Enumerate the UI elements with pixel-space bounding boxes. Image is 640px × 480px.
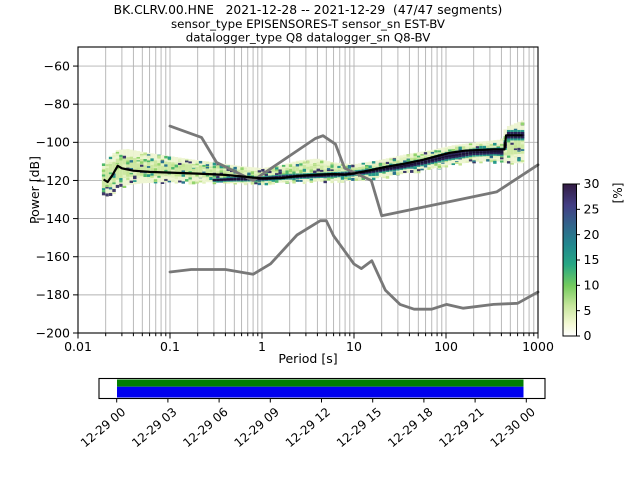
colorbar-tick-label: 10: [584, 278, 600, 293]
y-tick-label: −60: [44, 58, 70, 73]
y-tick-label: −160: [36, 249, 70, 264]
colorbar-tick-label: 5: [584, 303, 592, 318]
colorbar-tick-label: 15: [584, 252, 600, 267]
y-tick-label: −120: [36, 173, 70, 188]
mode-line: [103, 134, 523, 184]
x-axis-ticks: 0.01 0.1 1 10 100 1000: [64, 333, 554, 354]
plot-frame: [77, 46, 539, 334]
colorbar-tick-label: 30: [584, 176, 600, 191]
axes-frame: [77, 46, 539, 334]
x-tick-label: 100: [434, 339, 458, 354]
colorbar-gradient: [562, 183, 577, 337]
grid-lines: [78, 47, 538, 333]
timeline-tick-label: 12-29 18: [385, 405, 435, 450]
colorbar-tick-label: 0: [584, 328, 592, 343]
figure-subtitle-sensor: sensor_type EPISENSORES-T sensor_sn EST-…: [171, 17, 445, 31]
y-tick-label: −140: [36, 211, 70, 226]
colorbar-tick-label: 20: [584, 227, 600, 242]
timeline-tick-label: 12-29 03: [129, 405, 179, 450]
timeline-tick-label: 12-29 00: [78, 405, 128, 450]
colorbar: 0 5 10 15 20 25 30: [562, 176, 600, 343]
y-tick-label: −80: [44, 97, 70, 112]
mode-line-path: [103, 134, 523, 184]
nhnm-line: [168, 124, 540, 218]
x-tick-label: 0.1: [160, 339, 180, 354]
figure-title: BK.CLRV.00.HNE 2021-12-28 -- 2021-12-29 …: [114, 3, 503, 17]
y-tick-label: −200: [36, 325, 70, 340]
x-tick-label: 1000: [522, 339, 554, 354]
timeline-tick-label: 12-29 21: [436, 405, 486, 450]
timeline-tick-label: 12-29 06: [180, 405, 230, 450]
colorbar-unit-label: [%]: [611, 183, 625, 204]
ppsd-histogram: [101, 120, 525, 197]
figure-subtitle-datalogger: datalogger_type Q8 datalogger_sn Q8-BV: [186, 31, 431, 45]
y-tick-label: −100: [36, 135, 70, 150]
timeline-tick-label: 12-29 12: [283, 405, 333, 450]
period-axis-label: Period [s]: [278, 351, 337, 366]
power-axis-label: Power [dB]: [27, 156, 42, 224]
noise-model-lines: [168, 124, 540, 311]
timeline-coverage-bar: 12-29 00 12-29 03 12-29 06 12-29 09 12-29 12…: [78, 377, 546, 450]
timeline-segments-extent: [117, 379, 524, 387]
timeline-tick-label: 12-29 15: [334, 405, 384, 450]
y-tick-label: −180: [36, 287, 70, 302]
timeline-tick-label: 12-30 00: [488, 405, 538, 450]
colorbar-tick-label: 25: [584, 202, 600, 217]
timeline-data-extent: [117, 386, 524, 398]
x-tick-label: 0.01: [64, 339, 92, 354]
timeline-tick-label: 12-29 09: [232, 405, 282, 450]
y-axis-ticks: −60 −80 −100 −120 −140 −160 −180 −200: [36, 58, 78, 340]
x-tick-label: 1: [258, 339, 266, 354]
nlnm-line: [168, 219, 540, 311]
x-tick-label: 10: [346, 339, 362, 354]
